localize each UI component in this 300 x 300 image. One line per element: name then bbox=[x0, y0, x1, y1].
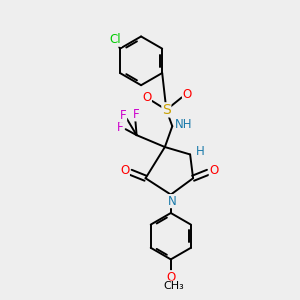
Text: N: N bbox=[168, 195, 177, 208]
Text: F: F bbox=[133, 108, 140, 121]
Text: Cl: Cl bbox=[110, 33, 121, 46]
Text: O: O bbox=[142, 91, 152, 104]
Text: O: O bbox=[182, 88, 192, 101]
Text: F: F bbox=[117, 121, 124, 134]
Text: H: H bbox=[196, 145, 205, 158]
Text: S: S bbox=[162, 103, 171, 117]
Text: O: O bbox=[120, 164, 129, 177]
Text: NH: NH bbox=[175, 118, 192, 131]
Text: O: O bbox=[166, 271, 176, 284]
Text: F: F bbox=[120, 109, 127, 122]
Text: O: O bbox=[209, 164, 218, 177]
Text: CH₃: CH₃ bbox=[164, 281, 184, 291]
